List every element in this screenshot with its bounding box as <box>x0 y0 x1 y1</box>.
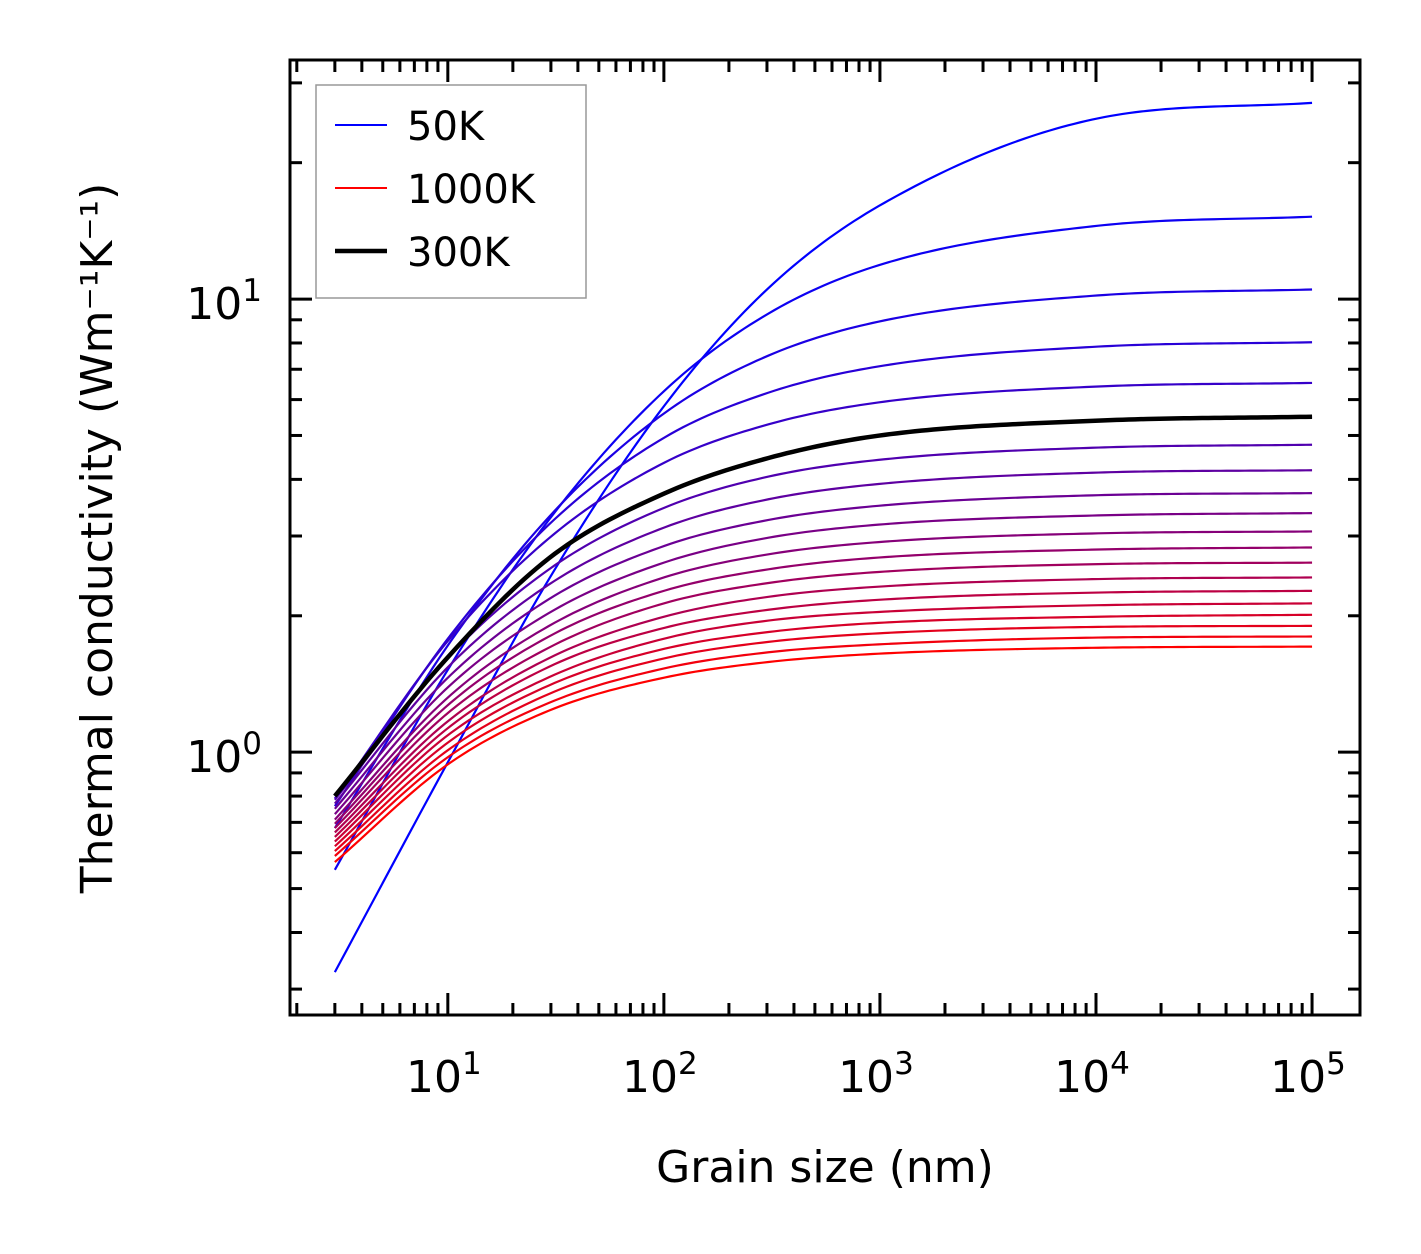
x-tick-label: 101 <box>406 1046 482 1103</box>
series-line-700k <box>334 576 1313 834</box>
y-tick-label: 100 <box>186 726 262 783</box>
series-layer <box>333 101 1313 973</box>
x-axis-label: Grain size (nm) <box>656 1142 994 1193</box>
series-line-100k <box>333 215 1313 871</box>
series-line-200k <box>333 341 1313 807</box>
series-line-450k <box>334 492 1313 810</box>
series-line-500k <box>334 512 1313 815</box>
series-line-550k <box>334 530 1313 821</box>
legend-frame <box>315 84 587 299</box>
series-line-950k <box>334 635 1313 857</box>
x-tick-label: 105 <box>1270 1046 1346 1103</box>
y-axis-label: Thermal conductivity (Wm⁻¹K⁻¹) <box>72 183 123 895</box>
series-line-50k <box>333 101 1313 973</box>
legend: 50K 1000K 300K <box>315 84 587 299</box>
series-line-250k <box>333 381 1313 800</box>
series-line-800k <box>334 602 1313 843</box>
x-tick-label: 103 <box>838 1046 914 1103</box>
series-line-650k <box>334 561 1313 829</box>
series-line-350k <box>333 443 1313 801</box>
plot-frame <box>288 58 1362 1017</box>
series-line-600k <box>334 546 1313 825</box>
series-line-750k <box>334 589 1313 838</box>
y-tick-labels: 100 101 <box>186 273 262 783</box>
series-line-400k <box>333 469 1313 805</box>
ticks-layer <box>290 60 1360 1015</box>
x-tick-labels: 101 102 103 104 105 <box>406 1046 1346 1103</box>
legend-label-1000k: 1000K <box>407 167 537 213</box>
series-line-900k <box>334 624 1313 852</box>
series-line-850k <box>334 613 1313 848</box>
x-tick-label: 104 <box>1054 1046 1130 1103</box>
series-line-1000k <box>334 645 1313 863</box>
series-line-300k-highlight <box>333 414 1313 798</box>
x-tick-label: 102 <box>622 1046 698 1103</box>
legend-label-50k: 50K <box>407 104 486 150</box>
y-tick-label: 101 <box>186 273 262 330</box>
legend-label-300k: 300K <box>407 230 511 276</box>
